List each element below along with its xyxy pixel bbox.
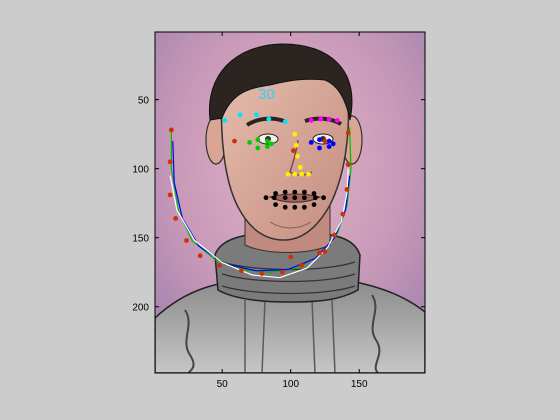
y-tick-label: 100 (132, 165, 149, 176)
green-fit-curve (170, 127, 352, 273)
eye-right-blue-point (330, 141, 336, 147)
jaw-red-point (317, 250, 322, 256)
nose-yellow-point (292, 131, 298, 137)
mouth-black-point (313, 195, 318, 201)
x-tick-label: 100 (282, 379, 299, 390)
mouth-black-point (311, 191, 317, 196)
jaw-red-point (217, 262, 222, 268)
nose-yellow-point (293, 142, 299, 148)
mouth-black-point (292, 189, 298, 195)
eye-right-blue-point (317, 137, 322, 143)
nose-yellow-point (292, 171, 298, 177)
jaw-red-point (345, 162, 351, 167)
red-extra-point (322, 138, 328, 144)
brow-right-magenta-point (318, 116, 324, 122)
jaw-red-point (345, 130, 351, 136)
mouth-black-point (273, 202, 278, 208)
mouth-black-point (273, 191, 278, 196)
brow-left-cyan-point (266, 116, 272, 122)
red-extra-point (291, 148, 296, 154)
mouth-black-point (311, 202, 317, 208)
jaw-red-point (340, 211, 346, 217)
x-axis: 50 100 150 (217, 32, 368, 390)
eye-right-blue-point (326, 144, 332, 150)
jaw-red-point (167, 192, 173, 198)
red-extra-point (232, 138, 237, 144)
portrait-image (155, 32, 425, 373)
overlay-label: 30 (258, 86, 275, 103)
x-tick-label: 150 (351, 379, 368, 390)
brow-left-cyan-point (237, 112, 243, 118)
y-tick-label: 200 (132, 303, 149, 314)
y-tick-label: 50 (138, 96, 150, 107)
jaw-red-point (197, 253, 203, 259)
jaw-red-point (344, 187, 350, 192)
eye-left-green-point (269, 141, 274, 147)
x-tick-label: 50 (217, 379, 229, 390)
eye-right-blue-point (317, 145, 322, 151)
jaw-red-point (173, 216, 179, 221)
jaw-red-point (184, 238, 189, 243)
nose-yellow-point (306, 171, 311, 177)
eye-right-blue-point (308, 140, 314, 145)
jaw-red-point (259, 271, 265, 276)
jaw-red-point (332, 232, 337, 238)
mouth-black-point (302, 189, 307, 195)
eye-left-green-point (265, 144, 270, 150)
axes: 30 50 100 150 50 100 150 200 (132, 31, 426, 390)
eye-left-green-point (265, 138, 270, 144)
eye-left-green-point (255, 145, 261, 151)
brow-left-cyan-point (254, 112, 259, 118)
mouth-black-point (302, 195, 307, 201)
jaw-red-point (238, 268, 244, 274)
red-extra-point (288, 254, 294, 260)
brow-right-magenta-point (308, 118, 314, 123)
red-extra-point (322, 249, 328, 254)
mouth-black-point (271, 195, 277, 201)
y-axis: 50 100 150 200 (132, 96, 425, 314)
brow-left-cyan-point (282, 119, 288, 125)
jaw-red-point (280, 269, 285, 275)
mouth-black-point (282, 204, 288, 210)
hair (208, 43, 353, 121)
brow-right-magenta-point (334, 118, 340, 123)
mouth-black-point (302, 204, 307, 210)
mouth-black-point (263, 195, 269, 201)
brow-left-cyan-point (222, 118, 228, 123)
eye-left-green-point (247, 140, 253, 145)
jaw-red-point (299, 262, 304, 268)
mouth-black-point (321, 195, 326, 201)
nose-yellow-point (297, 164, 303, 170)
nose-yellow-point (295, 153, 300, 159)
mouth-black-point (292, 195, 298, 201)
mouth-black-point (282, 195, 288, 201)
axes-frame (154, 31, 426, 374)
y-tick-label: 150 (132, 234, 149, 245)
eye-left-green-point (255, 137, 261, 143)
mouth-black-point (282, 189, 288, 195)
brow-right-magenta-point (326, 116, 332, 122)
eye-right-blue-point (326, 138, 332, 144)
jaw-red-point (169, 127, 174, 133)
mouth-black-point (292, 204, 298, 210)
jaw-red-point (167, 159, 173, 165)
nose-yellow-point (285, 171, 291, 177)
nose-yellow-point (299, 171, 304, 177)
landmark-points (167, 112, 351, 276)
